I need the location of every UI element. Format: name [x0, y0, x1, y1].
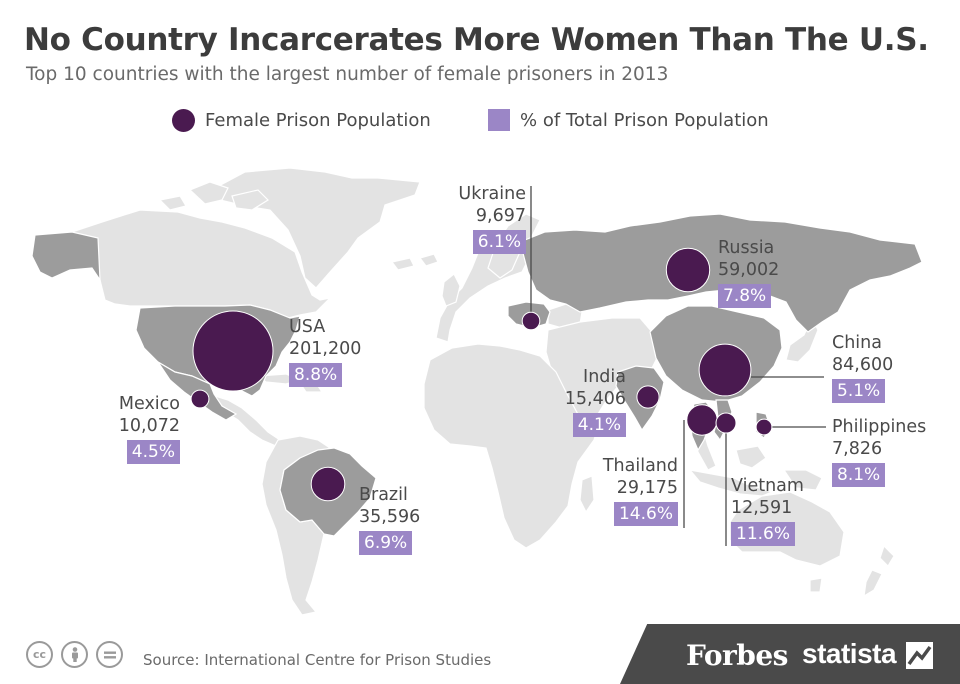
label-vietnam: Vietnam 12,591 11.6% [731, 475, 804, 546]
label-ukraine: Ukraine 9,697 6.1% [430, 183, 526, 254]
china-value: 84,600 [832, 355, 894, 375]
russia-land [519, 213, 923, 333]
mexico-value: 10,072 [118, 416, 180, 436]
usa-name: USA [289, 317, 326, 337]
cc-icon[interactable]: cc [26, 641, 53, 668]
connector-lines [530, 186, 826, 546]
legend-percent: % of Total Prison Population [488, 109, 769, 131]
label-brazil: Brazil 35,596 6.9% [359, 484, 420, 555]
central-america [210, 393, 281, 447]
bubble-india [636, 385, 660, 409]
no-derivatives-icon[interactable] [96, 641, 123, 668]
russia-value: 59,002 [718, 260, 780, 280]
chart-subtitle: Top 10 countries with the largest number… [26, 64, 669, 85]
label-russia: Russia 59,002 7.8% [718, 237, 779, 308]
statista-logo[interactable]: statista [802, 638, 897, 669]
philippines-value: 7,826 [832, 439, 883, 459]
vietnam-pct: 11.6% [731, 522, 796, 546]
bubble-usa [192, 310, 274, 392]
legend-bubble-icon [172, 109, 195, 132]
label-usa: USA 201,200 8.8% [289, 316, 361, 387]
label-mexico: Mexico 10,072 4.5% [100, 393, 180, 464]
label-china: China 84,600 5.1% [832, 332, 893, 403]
label-india: India 15,406 4.1% [548, 366, 626, 437]
uk [441, 273, 461, 307]
bubble-brazil [310, 466, 346, 502]
indonesia [688, 469, 774, 497]
legend-percent-label: % of Total Prison Population [520, 109, 769, 131]
russia-name: Russia [718, 238, 775, 258]
india-pct: 4.1% [572, 413, 626, 437]
alaska [31, 231, 101, 283]
usa-pct: 8.8% [289, 363, 343, 387]
philippines-name: Philippines [832, 417, 927, 437]
thailand-value: 29,175 [616, 478, 678, 498]
land-masses [34, 167, 895, 616]
russia-pct: 7.8% [718, 284, 772, 308]
label-philippines: Philippines 7,826 8.1% [832, 416, 926, 487]
canada [34, 209, 332, 319]
legend-population: Female Prison Population [172, 109, 431, 132]
mexico-name: Mexico [118, 394, 180, 414]
brazil-pct: 6.9% [359, 531, 413, 555]
bubbles [190, 247, 773, 502]
india-name: India [583, 367, 626, 387]
thailand-pct: 14.6% [613, 502, 678, 526]
usa-value: 201,200 [289, 339, 362, 359]
ukraine-name: Ukraine [458, 184, 526, 204]
thailand-name: Thailand [602, 456, 678, 476]
chart-title: No Country Incarcerates More Women Than … [24, 22, 929, 58]
bubble-ukraine [521, 311, 541, 331]
mexico-pct: 4.5% [126, 440, 180, 464]
forbes-logo[interactable]: Forbes [686, 639, 788, 672]
vietnam-name: Vietnam [731, 476, 804, 496]
license-icons: cc [26, 641, 131, 668]
ukraine-pct: 6.1% [472, 230, 526, 254]
bubble-china [698, 343, 752, 397]
label-thailand: Thailand 29,175 14.6% [580, 455, 678, 526]
brand-band [620, 624, 960, 684]
bubble-mexico [190, 389, 210, 409]
china-name: China [832, 333, 882, 353]
bubble-thailand [686, 404, 718, 436]
india-value: 15,406 [564, 389, 626, 409]
bubble-philippines [755, 418, 773, 436]
vietnam-value: 12,591 [731, 498, 793, 518]
africa [423, 343, 601, 549]
legend-square-icon [488, 109, 510, 131]
brazil-name: Brazil [359, 485, 408, 505]
bubble-russia [665, 247, 711, 293]
brazil-value: 35,596 [359, 507, 421, 527]
bubble-vietnam [715, 412, 737, 434]
philippines-pct: 8.1% [832, 463, 886, 487]
legend-population-label: Female Prison Population [205, 110, 431, 131]
ukraine-value: 9,697 [475, 206, 526, 226]
attribution-icon[interactable] [61, 641, 88, 668]
source-note: Source: International Centre for Prison … [143, 651, 492, 669]
statista-mark-icon [906, 642, 933, 669]
china-pct: 5.1% [832, 379, 886, 403]
